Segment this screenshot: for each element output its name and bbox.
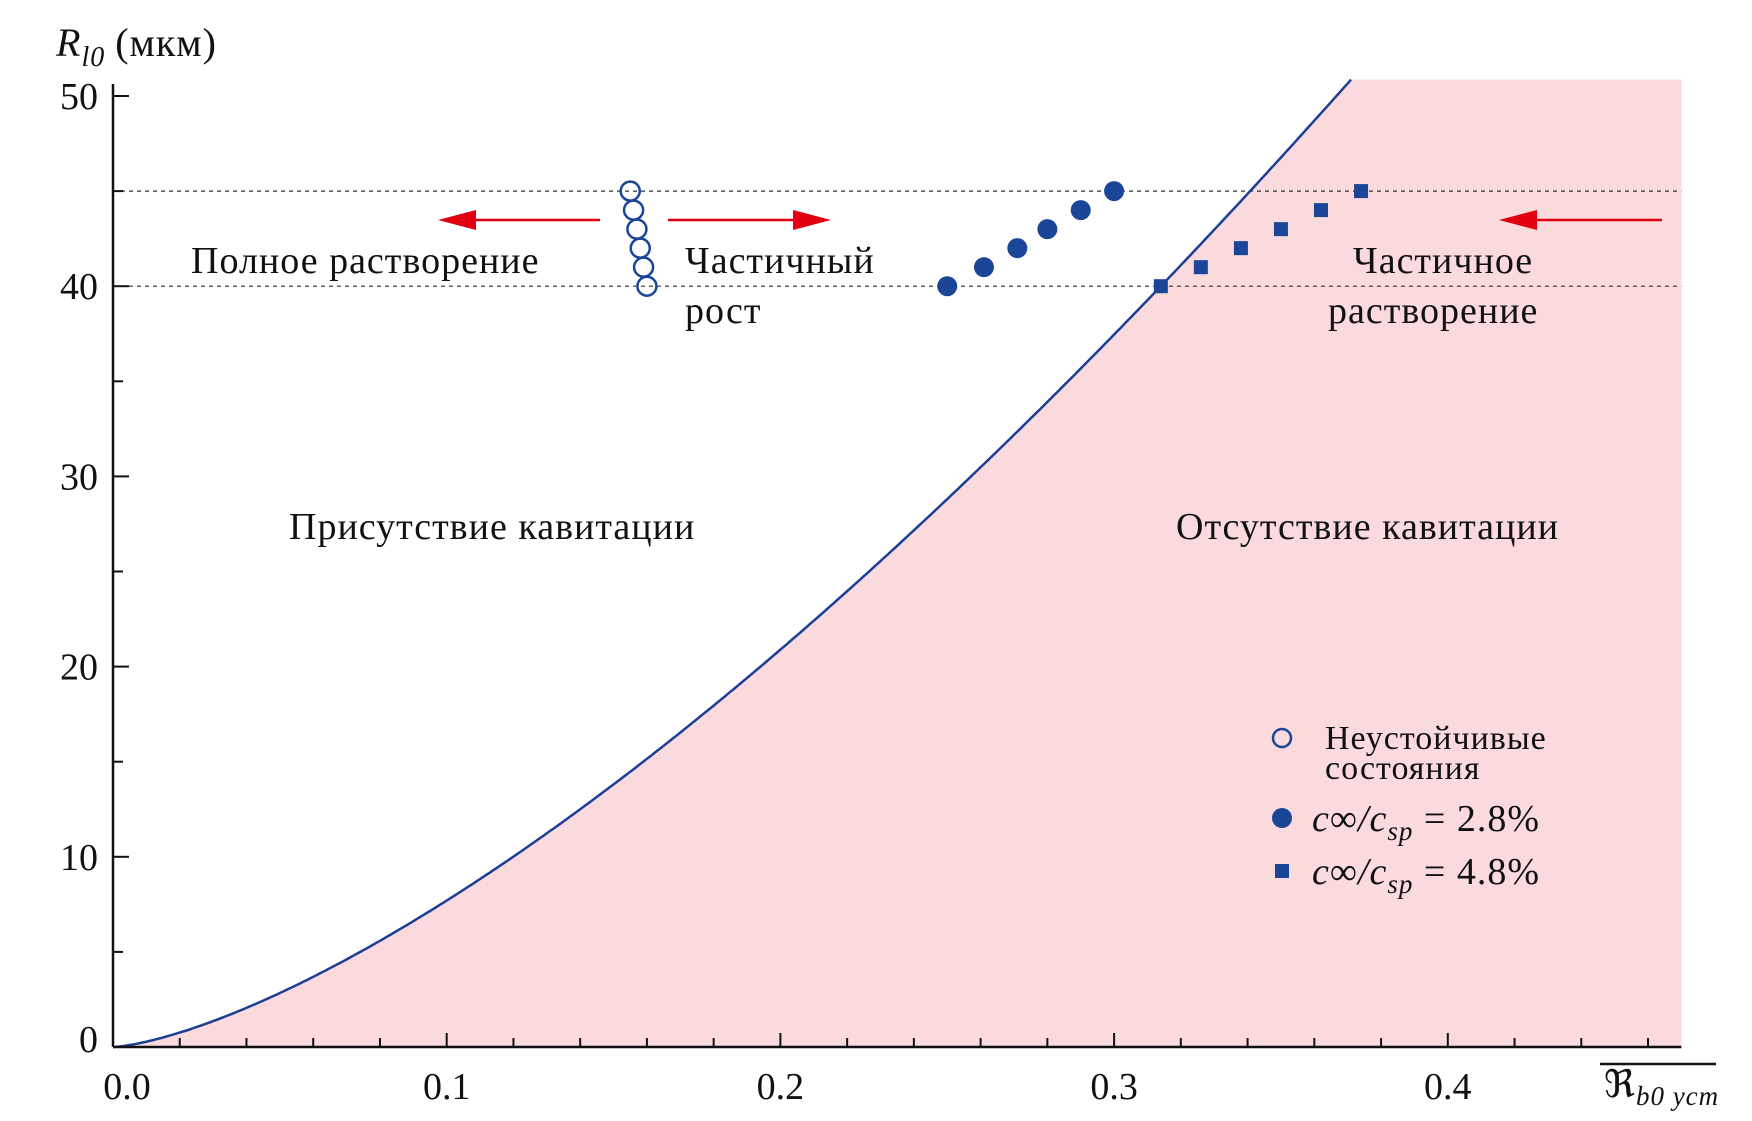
filled-circle-point bbox=[1070, 200, 1091, 221]
arrow-icon bbox=[668, 210, 831, 230]
annotation-full-dissolution: Полное растворение bbox=[191, 240, 540, 282]
open-circle-point bbox=[632, 256, 655, 278]
reference-lines bbox=[113, 190, 1682, 287]
filled-circle-point bbox=[1104, 181, 1125, 202]
data-points bbox=[619, 180, 1369, 297]
y-tick-label: 0 bbox=[79, 1019, 98, 1061]
x-axis-label: ℜb0 уст bbox=[1604, 1064, 1719, 1111]
arrow-icon bbox=[1499, 210, 1662, 230]
legend-square-icon bbox=[1275, 864, 1289, 878]
square-point bbox=[1354, 184, 1369, 199]
x-tick-label: 0.1 bbox=[423, 1066, 471, 1108]
open-circle-point bbox=[626, 218, 648, 240]
y-tick-label: 30 bbox=[60, 456, 98, 498]
legend: Неустойчивые состояния c∞/csp = 2.8% c∞/… bbox=[1271, 720, 1547, 899]
annotation-partial-growth-2: рост bbox=[685, 290, 761, 332]
arrow-head bbox=[793, 210, 831, 230]
y-tick-label: 40 bbox=[60, 266, 98, 308]
legend-series-2: c∞/csp = 2.8% bbox=[1312, 798, 1540, 846]
square-point bbox=[1193, 260, 1208, 275]
x-tick-label: 0.4 bbox=[1424, 1066, 1472, 1108]
annotation-partial-growth-1: Частичный bbox=[685, 240, 875, 282]
axes: 0.0 0.1 0.2 0.3 0.4 0 10 20 30 40 50 bbox=[60, 76, 1682, 1108]
y-axis-label: Rl0 (мкм) bbox=[55, 20, 217, 73]
arrow-icon bbox=[438, 210, 600, 230]
boundary-curve bbox=[112, 78, 1352, 1049]
annotation-partial-dissolution-1: Частичное bbox=[1353, 240, 1533, 282]
square-point bbox=[1273, 222, 1288, 237]
square-point bbox=[1233, 241, 1248, 256]
arrows bbox=[438, 210, 1662, 230]
square-point bbox=[1313, 203, 1328, 218]
filled-circle-point bbox=[1007, 238, 1028, 259]
filled-circle-point bbox=[937, 276, 958, 297]
open-circle-point bbox=[636, 275, 658, 297]
x-tick-label: 0.0 bbox=[103, 1066, 151, 1108]
y-tick-label: 20 bbox=[60, 647, 98, 689]
y-tick-label: 10 bbox=[60, 837, 98, 879]
filled-circle-point bbox=[1037, 219, 1058, 240]
legend-series-3: c∞/csp = 4.8% bbox=[1312, 851, 1540, 899]
x-tick-label: 0.2 bbox=[757, 1066, 805, 1108]
legend-filled-circle-icon bbox=[1272, 808, 1292, 828]
legend-unstable-1: Неустойчивые bbox=[1325, 720, 1547, 757]
square-point bbox=[1153, 279, 1168, 294]
annotation-cavitation-absent: Отсутствие кавитации bbox=[1176, 506, 1559, 548]
open-circle-point bbox=[622, 199, 645, 221]
x-tick-label: 0.3 bbox=[1090, 1066, 1138, 1108]
arrow-head bbox=[438, 210, 476, 230]
y-tick-label: 50 bbox=[60, 76, 98, 118]
annotation-cavitation-present: Присутствие кавитации bbox=[289, 506, 695, 548]
filled-circle-point bbox=[973, 257, 994, 278]
no-cavitation-region bbox=[113, 79, 1682, 1048]
legend-open-circle-icon bbox=[1271, 727, 1293, 749]
annotation-partial-dissolution-2: растворение bbox=[1328, 290, 1538, 332]
legend-unstable-2: состояния bbox=[1325, 750, 1480, 787]
open-circle-point bbox=[629, 237, 651, 259]
arrow-head bbox=[1499, 210, 1537, 230]
